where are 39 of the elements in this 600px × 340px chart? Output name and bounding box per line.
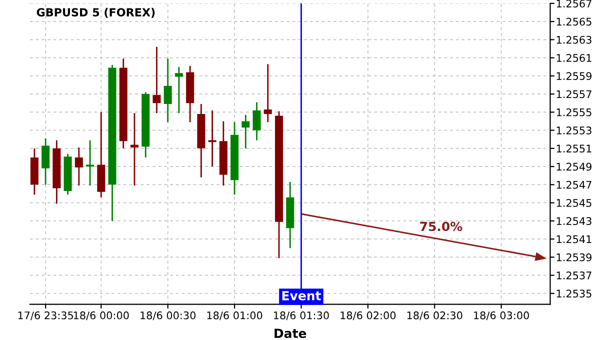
y-tick-label: 1.2549 [556, 162, 592, 171]
x-tick-label: 18/6 02:30 [407, 311, 462, 320]
candlestick [242, 114, 250, 150]
y-tick-label: 1.2535 [556, 290, 592, 298]
y-tick-label: 1.2547 [556, 180, 592, 189]
ref-line-label: Event [282, 291, 321, 300]
y-tick-label: 1.2537 [556, 272, 592, 280]
x-tick-label: 18/6 00:00 [74, 311, 129, 320]
candlestick [130, 112, 138, 186]
candlestick [42, 138, 50, 186]
y-tick-label: 1.2543 [556, 217, 592, 226]
candlestick [164, 58, 172, 123]
x-tick-label: 18/6 01:30 [274, 311, 329, 320]
candlestick [252, 101, 261, 141]
candlestick [264, 63, 272, 123]
y-tick-label: 1.2553 [556, 126, 592, 134]
y-tick-label: 1.2567 [556, 0, 592, 8]
annotation: 75.0% [420, 222, 462, 232]
x-tick-label: 18/6 00:30 [140, 311, 196, 320]
y-tick-label: 1.2557 [556, 90, 592, 98]
x-tick-label: 18/6 01:00 [207, 311, 262, 320]
x-axis-title: Date [274, 328, 306, 338]
y-tick-label: 1.2541 [556, 235, 592, 244]
y-tick-label: 1.2551 [556, 144, 592, 153]
y-tick-label: 1.2555 [556, 108, 592, 116]
y-tick-label: 1.2545 [556, 199, 592, 207]
chart-title: GBPUSD 5 (FOREX) [36, 8, 155, 18]
candlestick [152, 46, 161, 114]
x-tick-label: 18/6 03:00 [474, 311, 529, 320]
y-tick-label: 1.2563 [556, 36, 592, 44]
x-tick-label: 17/6 23:35 [18, 311, 74, 320]
x-tick-label: 18/6 02:00 [340, 311, 396, 320]
y-tick-label: 1.2565 [556, 18, 592, 26]
y-tick-label: 1.2559 [556, 72, 592, 80]
candlestick [86, 140, 94, 186]
candlestick [174, 66, 183, 114]
candlestick [74, 146, 83, 186]
y-tick-label: 1.2539 [556, 253, 592, 262]
y-tick-label: 1.2561 [556, 54, 592, 62]
